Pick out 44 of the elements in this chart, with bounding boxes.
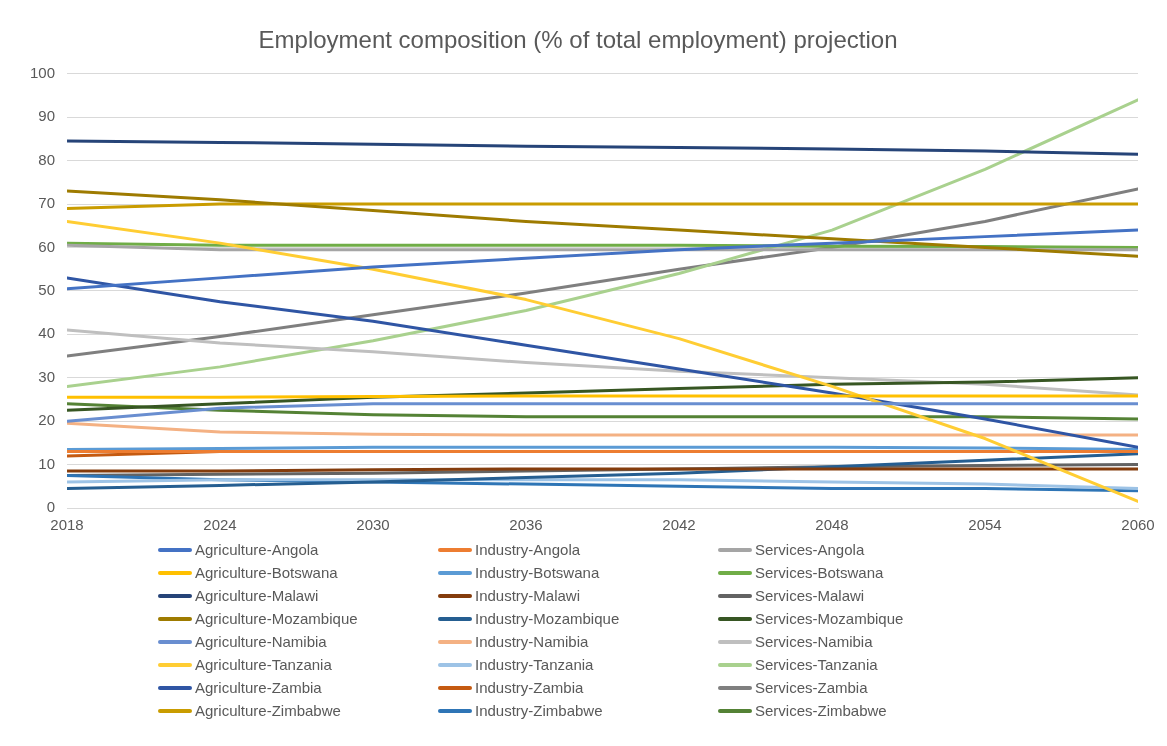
legend-label: Services-Namibia bbox=[755, 633, 873, 650]
legend-label: Agriculture-Namibia bbox=[195, 633, 327, 650]
legend-label: Services-Zambia bbox=[755, 679, 868, 696]
legend-label: Agriculture-Zambia bbox=[195, 679, 322, 696]
x-tick-label: 2030 bbox=[356, 516, 390, 534]
y-tick-label: 100 bbox=[30, 63, 56, 81]
x-tick-label: 2054 bbox=[968, 516, 1002, 534]
y-tick-label: 80 bbox=[38, 150, 56, 168]
x-tick-label: 2036 bbox=[509, 516, 543, 534]
legend-label: Agriculture-Malawi bbox=[195, 587, 319, 604]
y-tick-label: 30 bbox=[38, 367, 56, 385]
legend-label: Industry-Zambia bbox=[475, 679, 584, 696]
x-tick-label: 2060 bbox=[1121, 516, 1155, 534]
legend-label: Industry-Mozambique bbox=[475, 610, 620, 627]
legend-label: Industry-Tanzania bbox=[475, 656, 594, 673]
y-tick-label: 70 bbox=[38, 194, 56, 212]
x-tick-label: 2042 bbox=[662, 516, 696, 534]
x-tick-label: 2018 bbox=[50, 516, 84, 534]
legend-label: Services-Angola bbox=[755, 541, 865, 558]
y-tick-label: 40 bbox=[38, 324, 56, 342]
y-tick-label: 20 bbox=[38, 411, 56, 429]
legend-label: Industry-Angola bbox=[475, 541, 581, 558]
legend-label: Industry-Botswana bbox=[475, 564, 600, 581]
chart-title: Employment composition (% of total employment) projection bbox=[258, 26, 898, 54]
legend-label: Industry-Malawi bbox=[475, 587, 581, 604]
y-tick-label: 10 bbox=[38, 454, 56, 472]
legend-label: Agriculture-Mozambique bbox=[195, 610, 358, 627]
y-tick-label: 90 bbox=[38, 107, 56, 125]
legend-label: Industry-Namibia bbox=[475, 633, 589, 650]
y-tick-label: 60 bbox=[38, 237, 56, 255]
legend-label: Agriculture-Tanzania bbox=[195, 656, 332, 673]
legend-label: Services-Malawi bbox=[755, 587, 865, 604]
legend-label: Services-Botswana bbox=[755, 564, 884, 581]
legend-label: Services-Tanzania bbox=[755, 656, 878, 673]
legend-label: Industry-Zimbabwe bbox=[475, 702, 603, 719]
legend-label: Services-Zimbabwe bbox=[755, 702, 887, 719]
legend-label: Agriculture-Zimbabwe bbox=[195, 702, 341, 719]
legend-label: Agriculture-Botswana bbox=[195, 564, 338, 581]
x-tick-label: 2024 bbox=[203, 516, 237, 534]
y-tick-label: 0 bbox=[46, 498, 56, 516]
legend-label: Agriculture-Angola bbox=[195, 541, 319, 558]
x-tick-label: 2048 bbox=[815, 516, 849, 534]
legend-label: Services-Mozambique bbox=[755, 610, 904, 627]
y-tick-label: 50 bbox=[38, 281, 56, 299]
